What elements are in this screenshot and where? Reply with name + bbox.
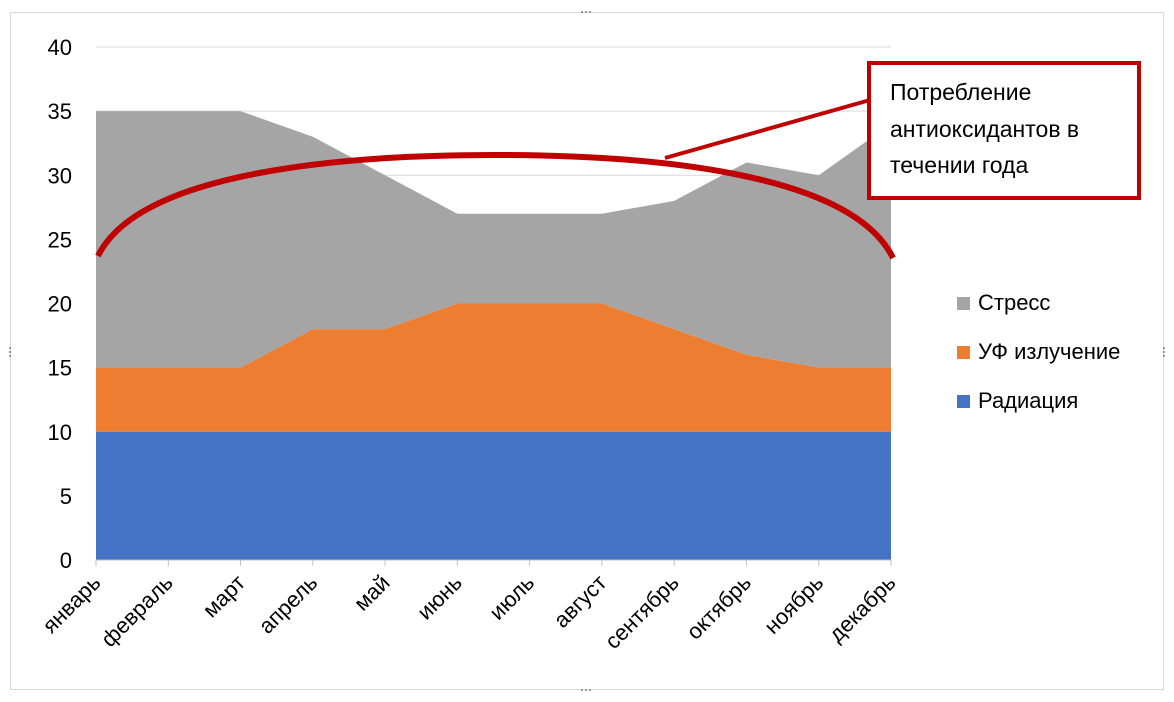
area-series-1 bbox=[96, 303, 891, 432]
area-series-2 bbox=[96, 111, 891, 368]
y-tick-label: 40 bbox=[48, 35, 72, 60]
x-tick-label: март bbox=[198, 570, 250, 622]
y-tick-label: 20 bbox=[48, 292, 72, 317]
x-tick-label: ноябрь bbox=[759, 570, 828, 639]
y-tick-label: 10 bbox=[48, 420, 72, 445]
y-tick-label: 35 bbox=[48, 99, 72, 124]
y-tick-label: 0 bbox=[60, 548, 72, 573]
legend-swatch bbox=[957, 346, 970, 359]
frame-handles[interactable] bbox=[9, 11, 1165, 691]
annotation-ellipse bbox=[95, 151, 896, 260]
annotation: Потребление антиоксидантов в течении год… bbox=[95, 61, 1141, 260]
x-tick-label: август bbox=[549, 570, 612, 633]
x-tick-label: май bbox=[349, 570, 395, 616]
y-axis-ticks: 0 5 10 15 20 25 30 35 40 bbox=[48, 35, 72, 573]
legend-label: Радиация bbox=[978, 388, 1078, 413]
area-series bbox=[96, 111, 891, 560]
y-tick-label: 25 bbox=[48, 227, 72, 252]
x-tick-label: февраль bbox=[96, 570, 178, 652]
legend: Стресс УФ излучение Радиация bbox=[957, 290, 1120, 413]
x-tick-label: декабрь bbox=[824, 570, 901, 647]
legend-swatch bbox=[957, 395, 970, 408]
x-tick-label: июль bbox=[484, 570, 539, 625]
y-tick-label: 15 bbox=[48, 356, 72, 381]
annotation-pointer bbox=[664, 98, 871, 160]
axes bbox=[95, 559, 892, 566]
y-tick-label: 30 bbox=[48, 163, 72, 188]
legend-label: УФ излучение bbox=[978, 339, 1120, 364]
area-series-0 bbox=[96, 431, 891, 560]
legend-swatch bbox=[957, 297, 970, 310]
x-tick-label: апрель bbox=[254, 570, 323, 639]
x-tick-label: сентябрь bbox=[600, 570, 684, 654]
annotation-box bbox=[867, 61, 1141, 200]
annotation-line-1: Потребление bbox=[890, 79, 1031, 105]
annotation-line-2: антиоксидантов в bbox=[890, 116, 1079, 142]
x-tick-label: январь bbox=[37, 570, 105, 638]
x-tick-label: октябрь bbox=[681, 570, 756, 645]
y-tick-label: 5 bbox=[60, 484, 72, 509]
x-tick-label: июнь bbox=[412, 570, 467, 625]
annotation-line-3: течении года bbox=[890, 152, 1028, 178]
legend-label: Стресс bbox=[978, 290, 1050, 315]
